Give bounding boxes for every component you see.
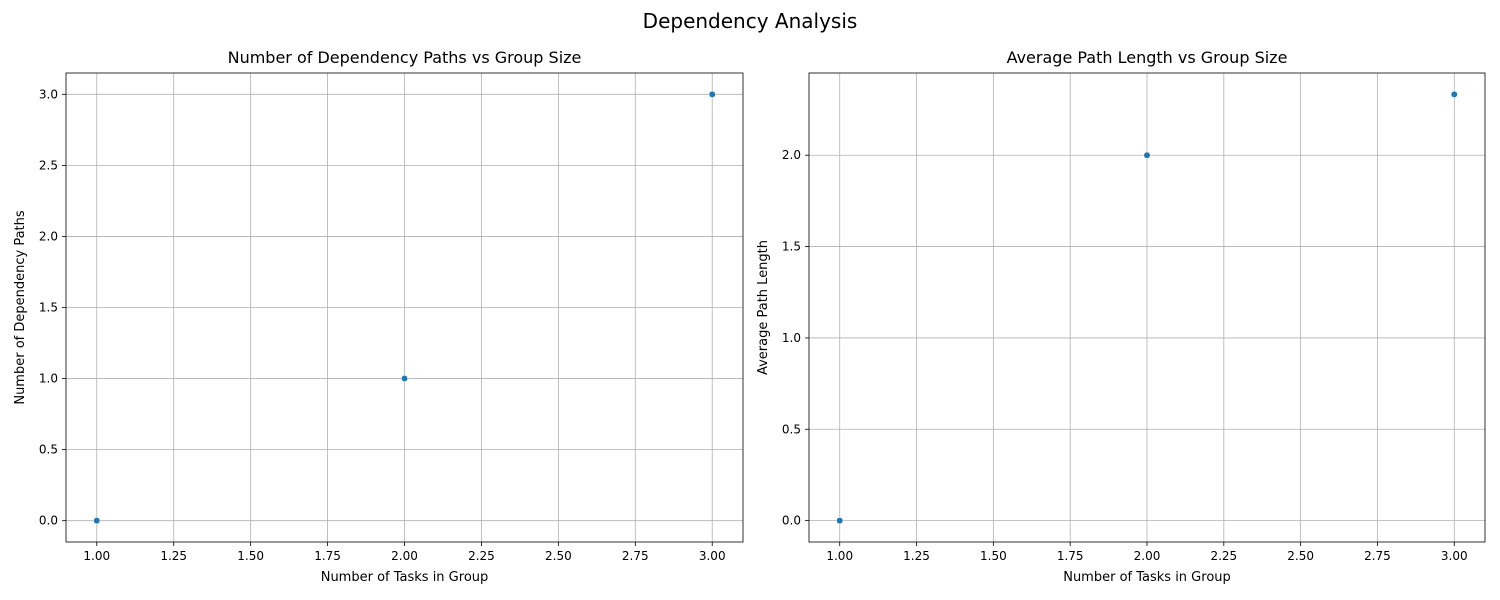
y-tick-label: 2.5 <box>39 158 58 172</box>
y-tick-label: 0.5 <box>782 422 801 436</box>
data-point <box>1143 151 1151 159</box>
x-tick-label: 2.25 <box>468 549 495 563</box>
data-point <box>1450 90 1458 98</box>
y-tick-label: 3.0 <box>39 87 58 101</box>
x-tick-label: 1.25 <box>160 549 187 563</box>
y-axis-label: Average Path Length <box>756 240 771 375</box>
data-point <box>400 374 409 383</box>
x-axis-label: Number of Tasks in Group <box>1063 570 1231 585</box>
data-point <box>93 517 101 525</box>
x-tick-label: 1.50 <box>237 549 264 563</box>
x-tick-label: 1.00 <box>83 549 110 563</box>
y-tick-label: 0.0 <box>39 514 58 528</box>
x-tick-label: 1.00 <box>826 549 853 563</box>
chart-title: Average Path Length vs Group Size <box>1007 48 1288 67</box>
x-axis-label: Number of Tasks in Group <box>321 570 489 585</box>
figure-title: Dependency Analysis <box>643 9 858 33</box>
y-tick-label: 2.0 <box>39 229 58 243</box>
x-tick-label: 2.50 <box>1287 549 1314 563</box>
x-tick-label: 2.75 <box>622 549 649 563</box>
x-tick-label: 2.25 <box>1210 549 1237 563</box>
x-tick-label: 1.50 <box>980 549 1007 563</box>
y-tick-label: 1.5 <box>39 301 58 315</box>
x-tick-label: 1.75 <box>1057 549 1084 563</box>
y-tick-label: 2.0 <box>782 148 801 162</box>
data-point <box>708 90 716 98</box>
x-tick-label: 2.50 <box>545 549 572 563</box>
chart-left: 1.00 1.25 1.50 1.75 2.00 2.25 2.50 2.75 3.00 0.0 0… <box>13 48 744 585</box>
x-tick-label: 3.00 <box>699 549 726 563</box>
x-tick-label: 3.00 <box>1441 549 1468 563</box>
chart-title: Number of Dependency Paths vs Group Size <box>228 48 582 67</box>
y-tick-label: 0.0 <box>782 514 801 528</box>
chart-right: 1.00 1.25 1.50 1.75 2.00 2.25 2.50 2.75 3.00 0.0 0… <box>756 48 1486 585</box>
y-tick-label: 1.0 <box>39 372 58 386</box>
y-tick-label: 1.5 <box>782 240 801 254</box>
data-point <box>836 517 844 525</box>
y-axis-label: Number of Dependency Paths <box>13 210 28 405</box>
x-tick-label: 2.00 <box>1134 549 1161 563</box>
y-tick-label: 0.5 <box>39 443 58 457</box>
x-tick-label: 2.75 <box>1364 549 1391 563</box>
x-tick-label: 2.00 <box>391 549 418 563</box>
x-tick-label: 1.25 <box>903 549 930 563</box>
y-tick-label: 1.0 <box>782 331 801 345</box>
x-tick-label: 1.75 <box>314 549 341 563</box>
